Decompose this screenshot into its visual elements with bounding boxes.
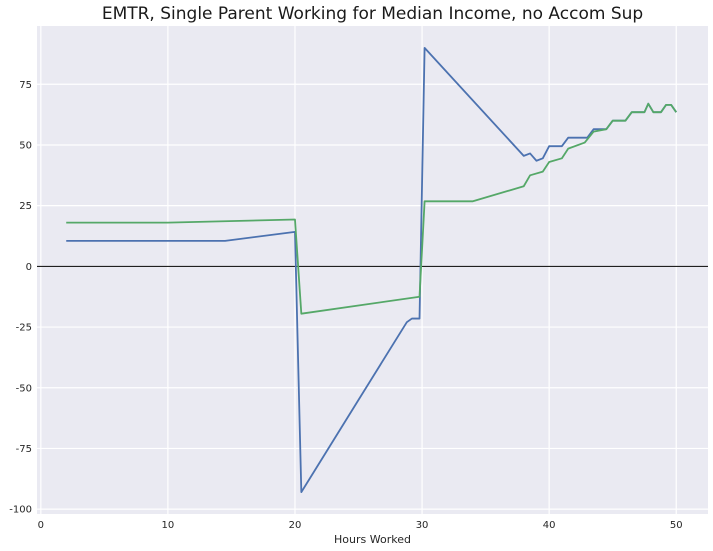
y-tick-label: -25 xyxy=(16,323,32,334)
x-tick-label: 50 xyxy=(670,520,683,531)
x-tick-label: 40 xyxy=(543,520,556,531)
y-tick-label: -100 xyxy=(9,505,32,516)
y-tick-label: 50 xyxy=(19,140,32,151)
plot-area xyxy=(37,26,708,514)
x-tick-label: 30 xyxy=(416,520,429,531)
x-tick-label: 10 xyxy=(162,520,175,531)
series-line-2 xyxy=(66,102,677,315)
y-tick-label: -50 xyxy=(16,383,32,394)
series-lines xyxy=(66,46,677,494)
y-tick-label: 0 xyxy=(26,262,32,273)
x-tick-label: 20 xyxy=(289,520,302,531)
y-tick-labels: -100 -75 -50 -25 0 25 50 75 xyxy=(9,80,32,516)
y-tick-label: -75 xyxy=(16,444,32,455)
chart-title: EMTR, Single Parent Working for Median I… xyxy=(102,4,643,24)
y-tick-label: 75 xyxy=(19,80,32,91)
x-tick-labels: 0 10 20 30 40 50 xyxy=(38,520,683,531)
x-axis-label: Hours Worked xyxy=(334,533,411,546)
y-tick-label: 25 xyxy=(19,201,32,212)
x-tick-label: 0 xyxy=(38,520,44,531)
